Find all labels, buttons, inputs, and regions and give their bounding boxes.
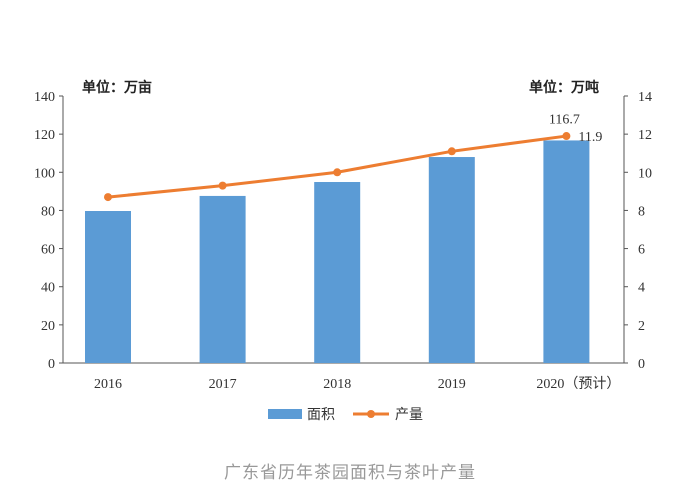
x-tick-label: 2016 — [94, 377, 122, 392]
right-tick-label: 10 — [638, 166, 652, 181]
right-unit-label: 单位：万吨 — [529, 79, 599, 96]
chart-caption: 广东省历年茶园面积与茶叶产量 — [224, 463, 476, 483]
left-tick-label: 80 — [41, 204, 55, 219]
bar-2018 — [314, 182, 361, 363]
legend-bar-label: 面积 — [307, 407, 335, 423]
x-tick-label: 2018 — [323, 377, 351, 392]
line-point-2018 — [333, 168, 342, 177]
x-tick-label: 2020（预计） — [536, 376, 620, 392]
bar-2016 — [85, 211, 131, 363]
right-tick-label: 2 — [638, 319, 645, 334]
bar-2017 — [199, 195, 246, 363]
left-tick-label: 0 — [48, 357, 55, 372]
line-point-2020（预计） — [562, 132, 571, 141]
legend-line-label: 产量 — [395, 407, 423, 423]
left-tick-label: 40 — [41, 281, 55, 296]
right-tick-label: 4 — [638, 281, 645, 296]
right-tick-label: 6 — [638, 243, 645, 258]
x-tick-label: 2017 — [209, 377, 237, 392]
line-data-label: 11.9 — [578, 130, 602, 145]
right-tick-label: 0 — [638, 357, 645, 372]
left-tick-label: 140 — [34, 90, 55, 105]
right-tick-label: 12 — [638, 128, 652, 143]
right-tick-label: 8 — [638, 204, 645, 219]
bar-2020（预计） — [543, 140, 590, 363]
left-tick-label: 20 — [41, 319, 55, 334]
left-tick-label: 120 — [34, 128, 55, 143]
left-unit-label: 单位：万亩 — [82, 79, 152, 96]
bar-2019 — [428, 157, 475, 363]
legend-bar-swatch — [268, 409, 302, 419]
legend-line-marker — [367, 410, 375, 418]
line-point-2017 — [218, 181, 227, 190]
left-tick-label: 60 — [41, 243, 55, 258]
left-tick-label: 100 — [34, 166, 55, 181]
bar-data-label: 116.7 — [549, 112, 580, 127]
x-tick-label: 2019 — [438, 377, 466, 392]
right-tick-label: 14 — [638, 90, 652, 105]
line-point-2016 — [104, 193, 112, 202]
line-point-2019 — [447, 147, 456, 156]
